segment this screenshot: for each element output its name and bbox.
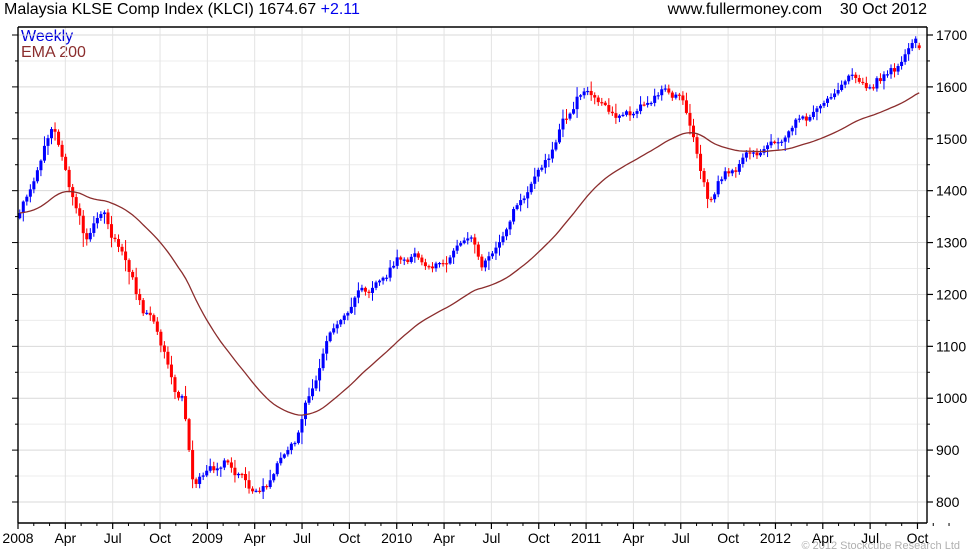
svg-text:Oct: Oct — [907, 530, 929, 546]
svg-text:1700: 1700 — [936, 27, 967, 43]
svg-text:1300: 1300 — [936, 235, 967, 251]
svg-text:Jul: Jul — [293, 530, 311, 546]
svg-text:2011: 2011 — [571, 530, 601, 546]
svg-text:Apr: Apr — [623, 530, 645, 546]
svg-text:Oct: Oct — [717, 530, 739, 546]
svg-text:Oct: Oct — [338, 530, 360, 546]
svg-text:Oct: Oct — [149, 530, 171, 546]
svg-text:2010: 2010 — [381, 530, 412, 546]
svg-text:1400: 1400 — [936, 183, 967, 199]
svg-text:2008: 2008 — [2, 530, 33, 546]
svg-text:2009: 2009 — [192, 530, 223, 546]
svg-text:1200: 1200 — [936, 286, 967, 302]
svg-text:1100: 1100 — [936, 338, 966, 354]
svg-text:EMA 200: EMA 200 — [21, 44, 86, 61]
svg-text:Apr: Apr — [433, 530, 455, 546]
svg-text:Oct: Oct — [528, 530, 550, 546]
svg-text:Jul: Jul — [104, 530, 122, 546]
svg-text:1000: 1000 — [936, 390, 967, 406]
svg-text:Apr: Apr — [54, 530, 76, 546]
svg-text:900: 900 — [936, 442, 960, 458]
svg-text:Jul: Jul — [861, 530, 879, 546]
svg-text:Jul: Jul — [482, 530, 500, 546]
svg-text:1500: 1500 — [936, 131, 967, 147]
svg-text:1600: 1600 — [936, 79, 967, 95]
svg-text:Apr: Apr — [812, 530, 834, 546]
svg-text:Jul: Jul — [672, 530, 690, 546]
svg-text:Apr: Apr — [244, 530, 266, 546]
svg-text:2012: 2012 — [760, 530, 791, 546]
svg-text:800: 800 — [936, 494, 960, 510]
